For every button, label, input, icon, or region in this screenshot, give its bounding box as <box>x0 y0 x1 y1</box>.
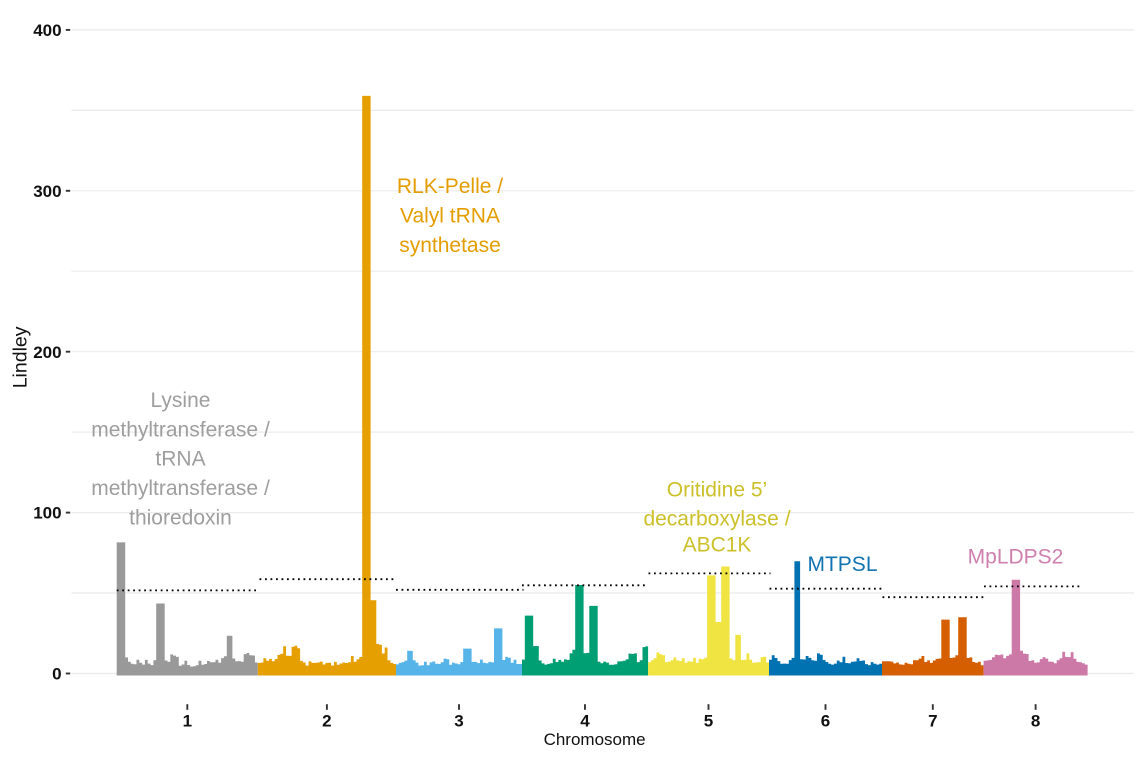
svg-text:3: 3 <box>454 712 463 731</box>
svg-text:4: 4 <box>580 712 590 731</box>
svg-text:100: 100 <box>33 504 61 523</box>
svg-text:MpLDPS2: MpLDPS2 <box>968 546 1064 569</box>
svg-text:methyltransferase /: methyltransferase / <box>91 477 270 500</box>
svg-text:5: 5 <box>704 712 713 731</box>
svg-text:Lindley: Lindley <box>9 326 31 388</box>
svg-text:Valyl tRNA: Valyl tRNA <box>400 204 500 227</box>
svg-text:Lysine: Lysine <box>151 389 211 412</box>
svg-text:MTPSL: MTPSL <box>807 553 877 576</box>
svg-text:300: 300 <box>33 182 61 201</box>
svg-text:200: 200 <box>33 343 61 362</box>
svg-text:1: 1 <box>183 712 192 731</box>
svg-text:tRNA: tRNA <box>155 448 205 471</box>
svg-text:Chromosome: Chromosome <box>544 730 646 749</box>
svg-text:6: 6 <box>821 712 830 731</box>
svg-text:thioredoxin: thioredoxin <box>129 506 232 529</box>
svg-text:0: 0 <box>52 665 61 684</box>
svg-text:methyltransferase /: methyltransferase / <box>91 418 270 441</box>
svg-text:synthetase: synthetase <box>399 234 501 257</box>
svg-text:7: 7 <box>928 712 937 731</box>
svg-text:Oritidine 5’: Oritidine 5’ <box>667 479 767 502</box>
svg-text:400: 400 <box>33 21 61 40</box>
svg-text:2: 2 <box>322 712 331 731</box>
svg-text:8: 8 <box>1031 712 1040 731</box>
svg-text:RLK-Pelle /: RLK-Pelle / <box>397 175 503 198</box>
svg-text:decarboxylase /: decarboxylase / <box>643 508 790 531</box>
svg-text:ABC1K: ABC1K <box>683 534 752 557</box>
